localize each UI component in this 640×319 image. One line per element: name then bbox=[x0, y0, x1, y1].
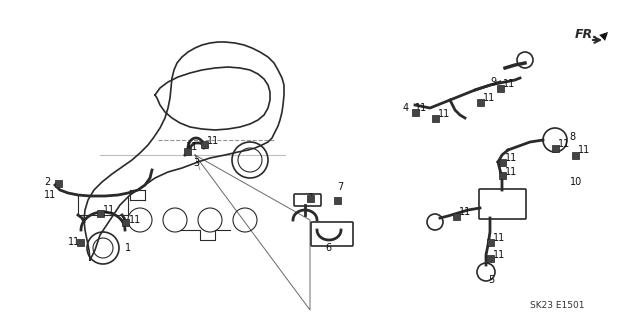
Bar bbox=[200, 140, 207, 147]
Bar bbox=[499, 159, 506, 166]
Text: 11: 11 bbox=[438, 109, 451, 119]
Bar bbox=[77, 239, 83, 246]
Bar bbox=[333, 197, 340, 204]
Bar bbox=[486, 255, 493, 262]
Text: 11: 11 bbox=[103, 205, 115, 215]
Bar bbox=[452, 212, 460, 219]
Bar bbox=[184, 147, 191, 154]
Text: 11: 11 bbox=[505, 153, 517, 163]
Text: 3: 3 bbox=[193, 158, 199, 168]
Bar bbox=[97, 210, 104, 217]
Text: 5: 5 bbox=[488, 275, 494, 285]
Bar bbox=[307, 195, 314, 202]
Bar bbox=[486, 239, 493, 246]
Text: SK23 E1501: SK23 E1501 bbox=[530, 300, 584, 309]
Text: 9: 9 bbox=[490, 77, 496, 87]
Text: 11: 11 bbox=[493, 233, 505, 243]
Text: 11: 11 bbox=[207, 136, 220, 146]
Bar bbox=[431, 115, 438, 122]
Bar bbox=[497, 85, 504, 92]
Text: 11: 11 bbox=[505, 167, 517, 177]
Text: 11: 11 bbox=[186, 142, 198, 152]
Text: FR.: FR. bbox=[575, 28, 598, 41]
Text: 11: 11 bbox=[459, 207, 471, 217]
Text: 11: 11 bbox=[415, 103, 428, 113]
Text: 11: 11 bbox=[503, 79, 515, 89]
Text: 6: 6 bbox=[325, 243, 331, 253]
Text: 11: 11 bbox=[578, 145, 590, 155]
Text: 11: 11 bbox=[558, 139, 570, 149]
Bar bbox=[552, 145, 559, 152]
Bar bbox=[122, 219, 129, 226]
Text: 4: 4 bbox=[403, 103, 409, 113]
Bar bbox=[54, 180, 61, 187]
Text: 7: 7 bbox=[307, 194, 312, 203]
Text: 11: 11 bbox=[129, 215, 141, 225]
Bar bbox=[499, 172, 506, 179]
Text: 11: 11 bbox=[44, 190, 56, 200]
Text: 7: 7 bbox=[337, 182, 343, 192]
Text: 11: 11 bbox=[483, 93, 495, 103]
Text: 11: 11 bbox=[493, 250, 505, 260]
Text: 11: 11 bbox=[68, 237, 80, 247]
Text: 8: 8 bbox=[569, 132, 575, 142]
Text: 10: 10 bbox=[570, 177, 582, 187]
Text: 1: 1 bbox=[125, 243, 131, 253]
Text: 2: 2 bbox=[44, 177, 51, 187]
Bar bbox=[572, 152, 579, 159]
Bar bbox=[412, 108, 419, 115]
Bar bbox=[477, 99, 483, 106]
